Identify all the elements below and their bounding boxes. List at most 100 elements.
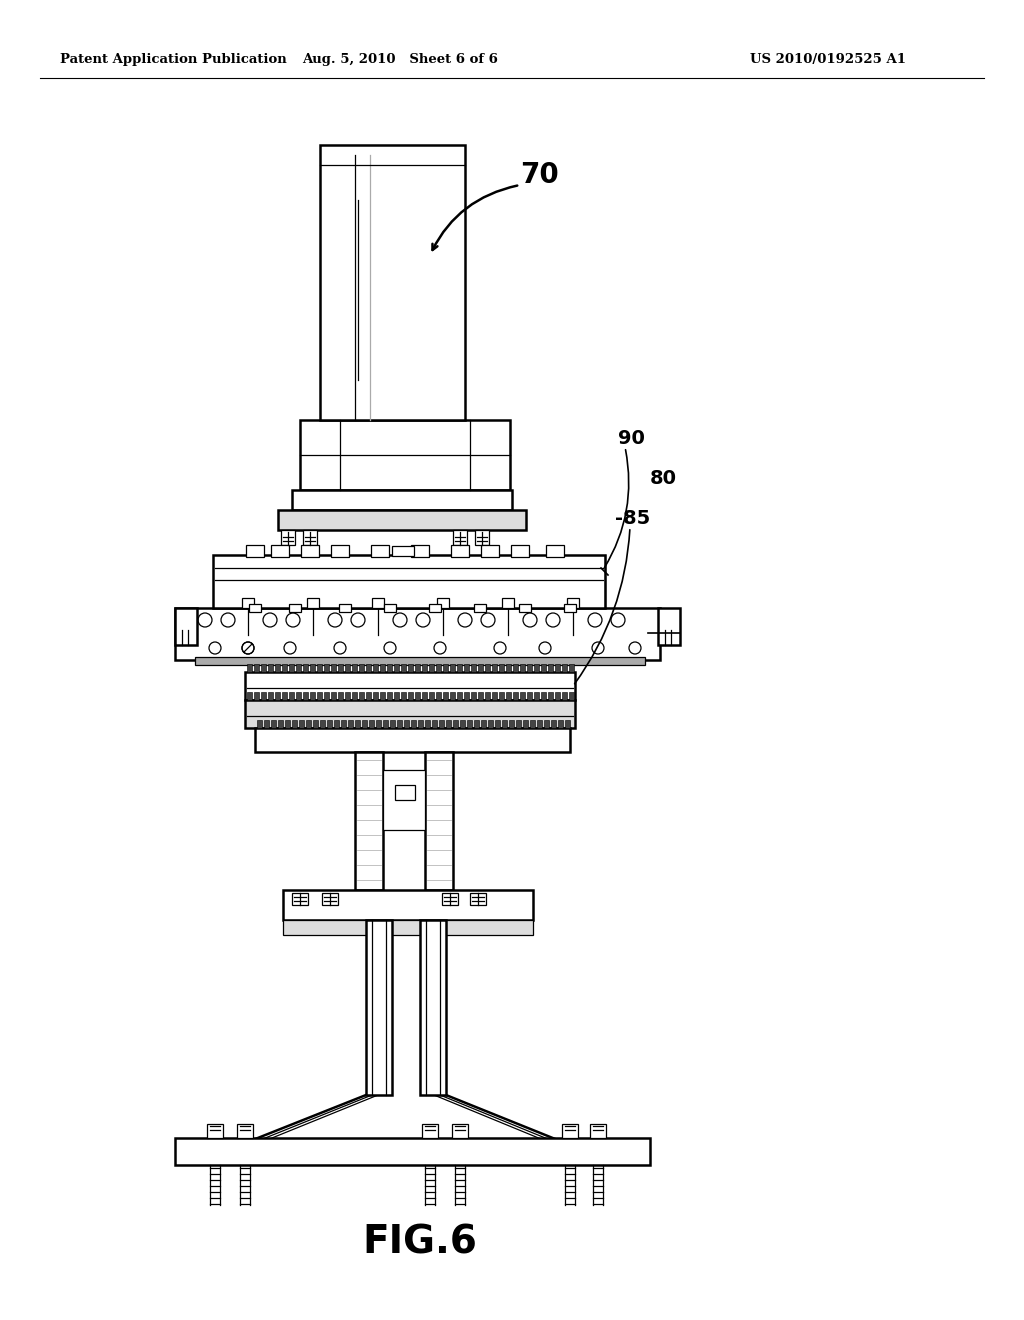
Bar [408,664,413,672]
Bar [470,894,486,906]
Text: 90: 90 [618,429,645,447]
Bar [567,598,579,609]
Bar [331,664,336,672]
Bar [339,605,351,612]
Bar [390,719,395,729]
Bar [319,719,325,729]
Bar [355,752,383,890]
Bar [429,692,434,700]
Bar [520,664,525,672]
Bar [352,692,357,700]
Bar [275,664,280,672]
Bar [195,657,645,665]
Bar [341,719,346,729]
Bar [278,719,283,729]
Bar [558,719,563,729]
Bar [383,770,425,830]
Bar [282,692,287,700]
Bar [425,719,430,729]
Bar [289,664,294,672]
Bar [257,719,262,729]
Bar [564,605,575,612]
Bar [373,664,378,672]
Bar [422,1125,438,1138]
Bar [457,692,462,700]
Bar [460,719,465,729]
Bar [492,664,497,672]
Bar [237,1125,253,1138]
Bar [658,609,680,645]
Bar [359,664,364,672]
Bar [175,609,197,645]
Bar [324,692,329,700]
Bar [415,692,420,700]
Bar [292,490,512,510]
Text: US 2010/0192525 A1: US 2010/0192525 A1 [750,54,906,66]
Bar [394,664,399,672]
Bar [175,1138,650,1166]
Bar [548,692,553,700]
Bar [327,719,332,729]
Bar [362,719,367,729]
Bar [371,545,389,557]
Bar [303,692,308,700]
Bar [242,598,254,609]
Bar [366,920,392,1096]
Bar [451,545,469,557]
Bar [464,692,469,700]
Bar [366,692,371,700]
Bar [452,1125,468,1138]
Bar [506,664,511,672]
Bar [317,692,322,700]
Bar [485,664,490,672]
Bar [546,545,564,557]
Bar [411,719,416,729]
Bar [392,546,414,556]
Bar [282,664,287,672]
Bar [437,598,449,609]
Bar [355,719,360,729]
Bar [488,719,493,729]
Bar [376,719,381,729]
Polygon shape [446,1096,590,1152]
Bar [569,692,574,700]
Bar [373,692,378,700]
Bar [450,692,455,700]
Text: Aug. 5, 2010   Sheet 6 of 6: Aug. 5, 2010 Sheet 6 of 6 [302,54,498,66]
Bar [271,545,289,557]
Text: Patent Application Publication: Patent Application Publication [60,54,287,66]
Polygon shape [220,1096,366,1152]
Bar [261,692,266,700]
Bar [283,890,534,920]
Bar [275,692,280,700]
Bar [502,598,514,609]
Bar [565,719,570,729]
Bar [537,719,542,729]
Bar [544,719,549,729]
Bar [513,692,518,700]
Bar [352,664,357,672]
Bar [527,664,532,672]
Bar [523,719,528,729]
Bar [334,719,339,729]
Bar [369,719,374,729]
Bar [254,664,259,672]
Bar [478,692,483,700]
Bar [408,692,413,700]
Bar [541,692,546,700]
Bar [422,692,427,700]
Bar [345,664,350,672]
Bar [322,894,338,906]
Bar [278,510,526,531]
Bar [296,692,301,700]
Bar [307,598,319,609]
Bar [281,531,295,545]
Bar [499,664,504,672]
Bar [555,664,560,672]
Bar [429,664,434,672]
Bar [432,719,437,729]
Bar [551,719,556,729]
Bar [249,605,261,612]
Bar [541,664,546,672]
Bar [384,605,396,612]
